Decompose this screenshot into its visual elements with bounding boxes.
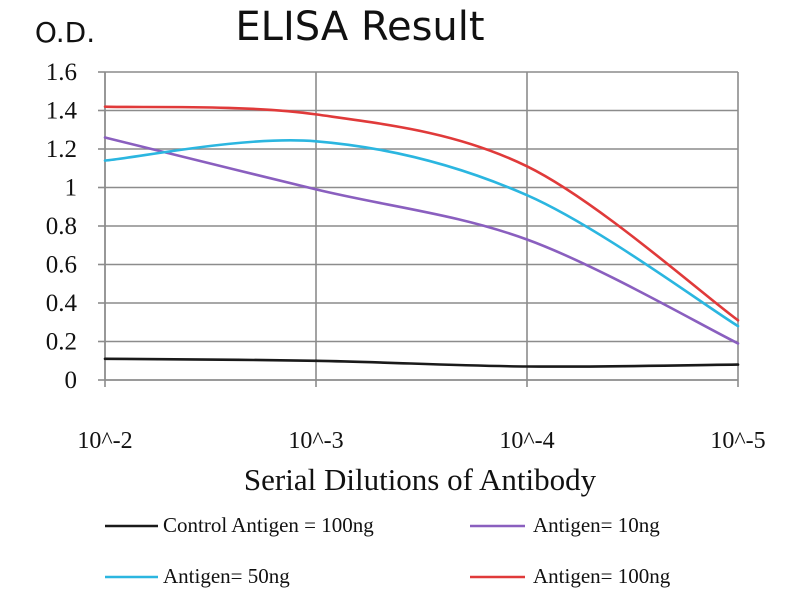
x-tick-label: 10^-4 [499,428,554,454]
y-tick-label: 1 [65,175,78,202]
legend-label: Control Antigen = 100ng [163,513,374,537]
legend-item-3: Antigen= 50ng [105,564,290,588]
y-tick-label: 1.4 [46,98,78,125]
x-tick-label: 10^-2 [77,428,132,454]
y-tick-label: 0.4 [46,290,78,317]
legend-label: Antigen= 10ng [533,513,660,537]
series-line-3 [103,139,740,328]
x-tick-labels: 10^-2 10^-3 10^-4 10^-5 [77,428,765,454]
series-line-2 [103,136,740,345]
grid [105,71,739,380]
legend-item-2: Antigen= 10ng [470,513,660,537]
series-lines [103,105,740,368]
series-line-4 [103,105,740,322]
y-tick-label: 0.8 [46,213,77,240]
x-axis-label: Serial Dilutions of Antibody [244,462,597,497]
series-line-1 [103,357,740,368]
legend-label: Antigen= 100ng [533,564,671,588]
legend-item-1: Control Antigen = 100ng [105,513,374,537]
y-tick-label: 0.2 [46,329,77,356]
y-tick-label: 0.6 [46,252,77,279]
chart-title: ELISA Result [235,4,484,50]
y-tick-label: 0 [65,367,78,394]
x-tick-label: 10^-5 [710,428,765,454]
y-tick-label: 1.2 [46,136,77,163]
legend: Control Antigen = 100ng Antigen= 10ng Anti… [105,513,671,588]
axes [98,71,739,387]
legend-item-4: Antigen= 100ng [470,564,671,588]
y-tick-labels: 0 0.2 0.4 0.6 0.8 1 1.2 1.4 1.6 [46,59,78,394]
x-tick-label: 10^-3 [288,428,343,454]
y-axis-label: O.D. [35,16,95,49]
legend-label: Antigen= 50ng [163,564,290,588]
y-tick-label: 1.6 [46,59,77,86]
